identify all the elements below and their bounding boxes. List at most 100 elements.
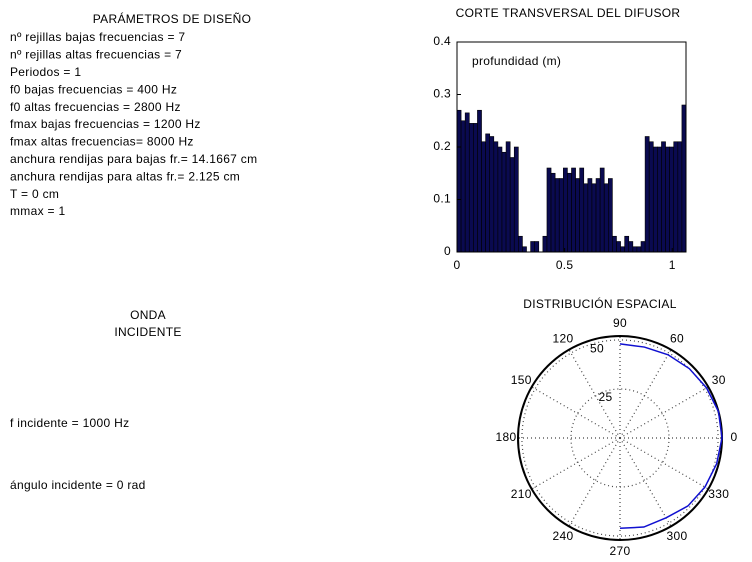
chart-title: DISTRIBUCIÓN ESPACIAL [523,296,676,311]
y-tick-label: 0.4 [433,34,451,48]
theta-label: 300 [667,529,688,543]
bar [563,167,568,253]
y-tick-label: 0.2 [433,139,451,153]
parameters-title: PARÁMETROS DE DISEÑO [93,11,251,26]
theta-label: 270 [610,544,631,558]
x-tick-label: 0 [454,258,461,272]
bar [644,136,650,253]
bar [567,172,572,253]
bar [485,133,491,253]
theta-label: 30 [712,373,726,387]
incident-frequency: f incidente = 1000 Hz [10,416,129,430]
bar [583,183,589,253]
bar [542,235,548,253]
y-tick-label: 0 [444,244,451,258]
parameter-line: f0 altas frecuencias = 2800 Hz [10,100,181,114]
bar [624,235,630,253]
bar [640,241,646,253]
bar [468,123,474,253]
bar [509,157,515,253]
y-tick-label: 0.3 [433,87,451,101]
bar [505,141,511,253]
spoke [531,386,621,439]
parameter-line: nº rejillas bajas frecuencias = 7 [10,30,185,44]
bar [612,235,617,253]
bar [554,178,560,253]
theta-label: 0 [731,430,738,444]
bar [464,112,470,253]
bar [489,136,495,253]
bar [661,141,666,253]
theta-label: 120 [553,331,574,345]
bar [681,104,687,253]
chart-title: CORTE TRANSVERSAL DEL DIFUSOR [456,6,681,20]
bar [599,167,605,253]
r-tick-label: 50 [590,342,604,356]
parameter-line: f0 bajas frecuencias = 400 Hz [10,82,177,96]
bar [648,141,654,253]
parameter-line: nº rejillas altas frecuencias = 7 [10,48,182,62]
polar-line [619,343,723,529]
bar [497,146,503,253]
bar [481,141,486,253]
bar [608,178,613,253]
theta-label: 240 [553,529,574,543]
x-tick-label: 0.5 [556,258,574,272]
bar [579,167,585,253]
bar [587,178,593,253]
bar [636,246,642,253]
parameter-line: mmax = 1 [10,204,65,218]
bar [501,151,507,253]
spoke [619,437,709,490]
spoke [619,437,672,527]
incident-angle: ángulo incidente = 0 rad [10,478,146,492]
r-tick-label: 25 [599,390,613,404]
spoke [568,349,621,439]
parameter-line: fmax altas frecuencias= 8000 Hz [10,135,194,149]
theta-label: 150 [511,373,532,387]
bar [652,146,658,253]
parameter-line: fmax bajas frecuencias = 1200 Hz [10,117,201,131]
bar [571,167,576,253]
bar [477,109,482,253]
bar [546,167,552,253]
theta-label: 330 [708,487,729,501]
incident-title: ONDA [130,308,166,322]
parameter-line: Periodos = 1 [10,65,81,79]
bar [575,178,580,253]
bar [473,123,478,253]
bar [669,146,675,253]
bar [530,241,535,253]
theta-label: 60 [670,331,684,345]
bar [558,178,564,253]
bar [534,241,540,253]
bar [522,246,527,253]
annotation: profundidad (m) [472,54,561,68]
r-ring [570,388,670,488]
bar [632,246,638,253]
bar [620,246,625,253]
bar [493,141,499,253]
bar [616,241,621,253]
spoke [531,437,621,490]
bar [591,183,597,253]
bar [603,183,609,253]
bar [665,146,670,253]
bar [456,109,462,253]
parameter-line: T = 0 cm [10,187,59,201]
parameter-line: anchura rendijas para altas fr.= 2.125 c… [10,169,240,183]
bar [628,241,634,253]
theta-label: 180 [496,430,517,444]
parameter-line: anchura rendijas para bajas fr.= 14.1667… [10,152,257,166]
y-tick-label: 0.1 [433,192,451,206]
bar [673,141,679,253]
theta-label: 90 [613,316,627,330]
spoke [568,437,621,527]
spoke [619,386,709,439]
bar [550,172,556,253]
spoke [619,349,672,439]
bar [460,120,466,253]
r-ring [521,339,719,537]
incident-title: INCIDENTE [114,325,181,339]
